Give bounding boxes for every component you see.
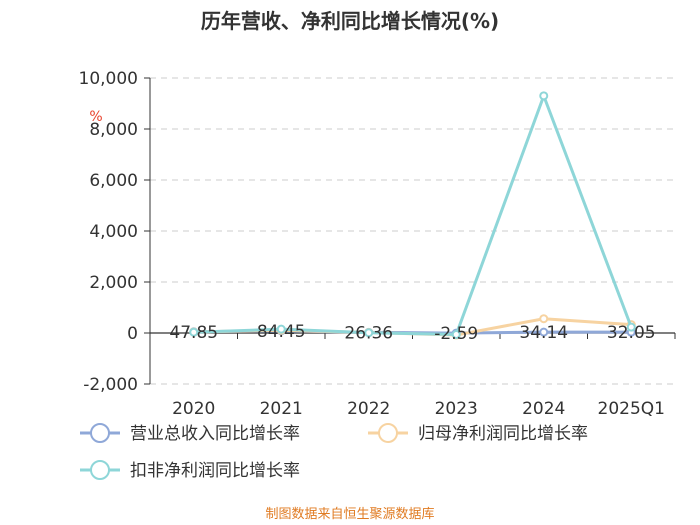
legend-marker [90,460,110,480]
data-point[interactable] [539,327,549,337]
y-tick-label: 0 [127,324,138,344]
data-point[interactable] [539,314,549,324]
data-point[interactable] [451,330,461,340]
data-point[interactable] [626,322,636,332]
data-labels: 47.85 84.45 26.36 -2.59 34.14 32.05 [169,322,655,344]
data-point[interactable] [189,327,199,337]
series-lines [189,91,636,340]
data-label: -2.59 [434,324,478,344]
y-tick-label: 8,000 [89,120,138,140]
data-label: 26.36 [344,323,393,343]
data-point[interactable] [539,91,549,101]
y-tick-label: 2,000 [89,273,138,293]
source-note: 制图数据来自恒生聚源数据库 [265,506,434,522]
y-tick-label: -2,000 [83,375,138,395]
legend-item-2[interactable]: 归母净利润同比增长率 [368,423,588,444]
x-tick-label: 2025Q1 [598,399,665,419]
x-tick-label: 2020 [172,399,215,419]
data-label: 32.05 [607,323,656,343]
y-tick-label: 6,000 [89,171,138,191]
legend-marker [378,423,398,443]
legend-label: 营业总收入同比增长率 [130,424,300,444]
legend-label: 归母净利润同比增长率 [418,424,588,444]
x-tick-label: 2022 [347,399,390,419]
x-tick-label: 2021 [260,399,303,419]
legend-marker [90,423,110,443]
chart-title: 历年营收、净利同比增长情况(%) [201,9,499,33]
unit-label: % [89,109,102,125]
data-label: 84.45 [257,322,306,342]
data-point[interactable] [276,324,286,334]
y-axis: -2,000 0 2,000 4,000 6,000 8,000 10,000 [79,69,151,395]
data-point[interactable] [364,328,374,338]
legend-label: 扣非净利润同比增长率 [130,461,300,481]
legend-item-1[interactable]: 营业总收入同比增长率 [80,423,300,444]
y-tick-label: 4,000 [89,222,138,242]
x-axis: 2020 2021 2022 2023 2024 2025Q1 [149,332,676,419]
y-tick-label: 10,000 [79,69,138,89]
x-tick-label: 2024 [522,399,565,419]
legend-item-3[interactable]: 扣非净利润同比增长率 [80,460,300,481]
series-line-3 [193,94,633,337]
data-label: 47.85 [169,323,218,343]
data-label: 34.14 [519,323,568,343]
x-tick-label: 2023 [435,399,478,419]
